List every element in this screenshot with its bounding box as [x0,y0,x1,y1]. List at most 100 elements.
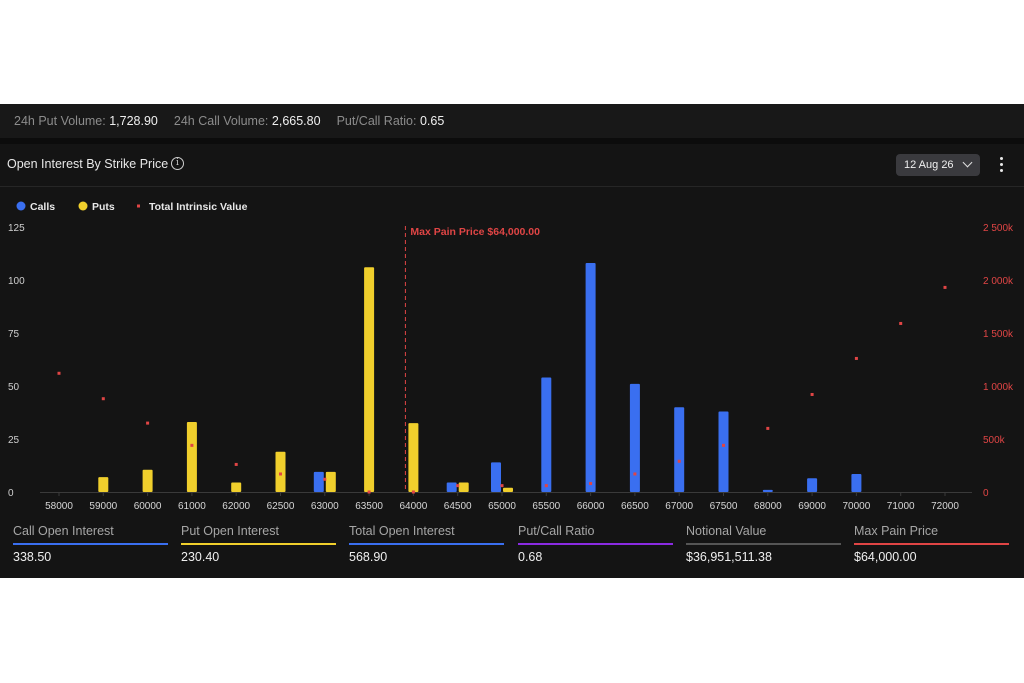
right-axis: 0 500k 1 000k 1 500k 2 000k 2 500k [983,223,1014,499]
x-tick-label: 64500 [444,501,472,512]
intrinsic-dot [323,477,327,481]
intrinsic-dot [190,443,194,447]
x-tick-label: 68000 [754,501,782,512]
right-tick-label: 0 [983,488,989,499]
put-call-ratio-stat: Put/Call Ratio: 0.65 [337,114,445,128]
intrinsic-dot [544,484,548,488]
x-tick-label: 60000 [134,501,162,512]
put-bar [98,477,109,492]
left-tick-label: 25 [8,435,20,446]
x-tick-label: 61000 [178,501,206,512]
metric-value: 338.50 [13,550,52,564]
legend-label-2: Total Intrinsic Value [149,201,248,213]
call-bar [541,377,552,492]
bars [98,263,862,492]
chart-title: Open Interest By Strike Price [7,157,169,171]
put-call-ratio-value: 0.65 [419,114,445,128]
put-bar [231,482,242,492]
more-vertical-icon[interactable] [994,156,1008,174]
legend-swatch-1 [78,201,88,211]
open-interest-chart: Calls Puts Total Intrinsic Value 0 25 50 75 10… [8,201,1014,512]
put-bar [458,482,469,492]
metric-underline [181,543,336,545]
left-tick-label: 50 [8,382,20,393]
put-bar [364,267,375,492]
put-bar [275,451,286,492]
intrinsic-dot [57,371,61,375]
put-bar [142,469,153,492]
info-circle-icon[interactable]: i [171,157,184,170]
put-call-ratio-label: Put/Call Ratio: [336,114,417,128]
left-tick-label: 75 [8,329,20,340]
intrinsic-dot [101,397,105,401]
chart-legend: Calls Puts Total Intrinsic Value [16,201,248,213]
right-tick-label: 2 000k [983,276,1014,287]
x-tick-label: 65000 [488,501,516,512]
legend-swatch-0 [16,201,26,211]
intrinsic-dot [943,285,947,289]
legend-label-1: Puts [92,201,115,213]
metric-label: Call Open Interest [13,524,114,538]
put-volume-value: 1,728.90 [109,114,158,128]
metric-underline [686,543,841,545]
metric-value: 0.68 [518,550,543,564]
legend-label-0: Calls [30,201,55,213]
put-bar [325,471,336,492]
metric-label: Notional Value [686,524,767,538]
intrinsic-dot [766,426,770,430]
put-bar [186,422,197,492]
max-pain-label: Max Pain Price $64,000.00 [410,226,540,238]
left-axis: 0 25 50 75 100 125 [8,223,25,499]
metric-underline [349,543,504,545]
expiry-date-value: 12 Aug 26 [904,159,954,171]
chart-header: Open Interest By Strike Price [0,144,1024,187]
x-tick-label: 67500 [710,501,738,512]
intrinsic-dot [456,484,460,488]
max-pain-marker: Max Pain Price $64,000.00 [404,226,540,492]
x-tick-label: 69000 [798,501,826,512]
intrinsic-dot [146,421,150,425]
call-bar [718,411,729,492]
x-tick-label: 67000 [665,501,693,512]
expiry-date-select[interactable]: 12 Aug 26 [896,154,980,176]
call-volume-label: 24h Call Volume: [173,114,269,128]
right-tick-label: 2 500k [983,223,1014,234]
x-tick-label: 72000 [931,501,959,512]
put-bar [503,487,513,492]
x-tick-label: 63500 [355,501,383,512]
metrics-row: Call Open Interest 338.50 Put Open Interes… [0,524,1024,578]
legend-swatch-2 [137,204,140,208]
intrinsic-dot [677,459,681,463]
metric-value: 568.90 [349,550,388,564]
right-tick-label: 1 000k [983,382,1014,393]
metric-label: Total Open Interest [349,524,455,538]
right-tick-label: 500k [983,435,1006,446]
left-tick-label: 125 [8,223,25,234]
volume-stats-bar: 24h Put Volume: 1,728.90 24h Call Volume… [0,104,1024,144]
intrinsic-dot [633,472,637,476]
intrinsic-dot [234,462,238,466]
metric-value: $64,000.00 [854,550,917,564]
metric-value: 230.40 [181,550,220,564]
open-interest-panel: 24h Put Volume: 1,728.90 24h Call Volume… [0,104,1024,578]
x-tick-label: 66500 [621,501,649,512]
intrinsic-dot [722,443,725,447]
call-bar [491,462,501,492]
call-bar [313,471,324,492]
x-tick-label: 65500 [532,501,560,512]
intrinsic-dot [854,356,858,360]
metric-value: $36,951,511.38 [686,550,772,564]
call-bar [851,473,862,492]
x-tick-label: 62000 [222,501,250,512]
call-volume-stat: 24h Call Volume: 2,665.80 [174,114,321,128]
left-tick-label: 100 [8,276,25,287]
intrinsic-dot [367,490,371,494]
intrinsic-dot [810,392,814,396]
metric-label: Put/Call Ratio [518,524,595,538]
metric-underline [13,543,168,545]
intrinsic-dot [500,484,504,488]
x-tick-label: 66000 [577,501,605,512]
call-bar [446,482,457,492]
x-tick-label: 59000 [89,501,117,512]
put-volume-label: 24h Put Volume: [14,114,106,128]
